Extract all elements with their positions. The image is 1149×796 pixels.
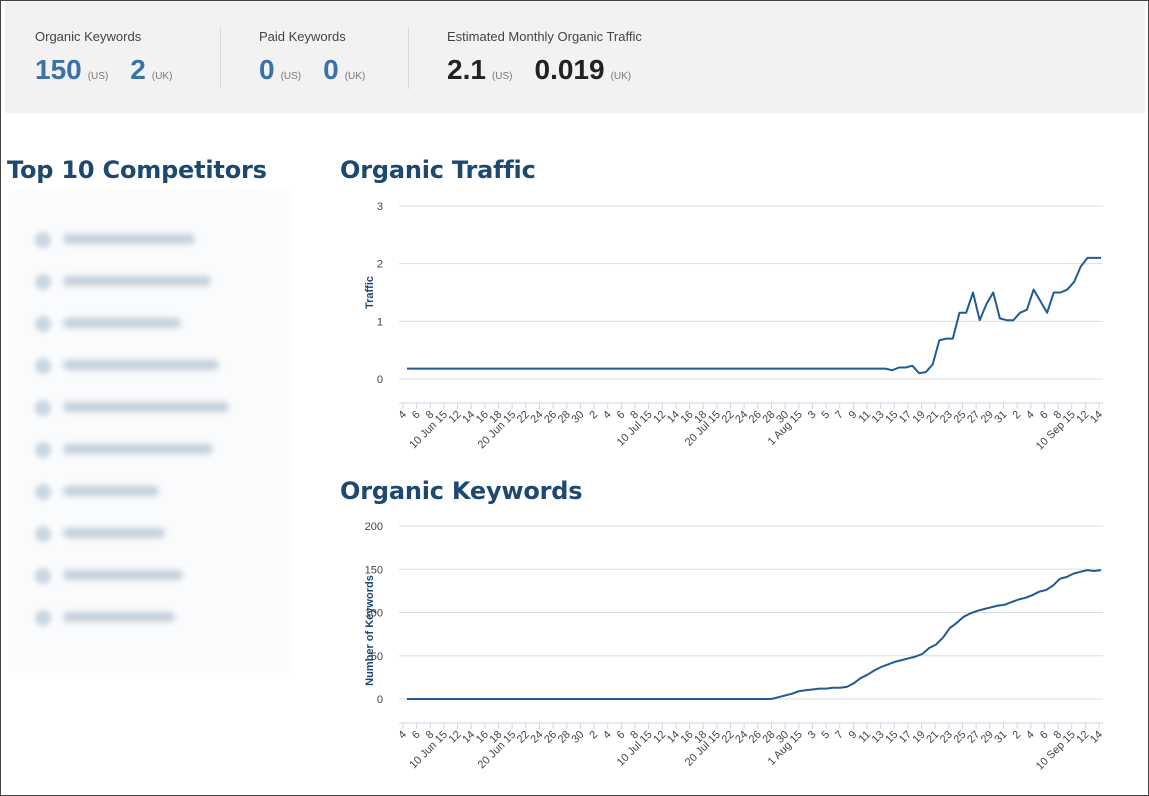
competitor-icon <box>35 358 51 374</box>
x-tick-label: 6 <box>1038 729 1051 742</box>
y-tick-label: 2 <box>377 259 383 271</box>
x-tick-label: 31 <box>992 409 1009 426</box>
y-axis-label: Number of Keywords <box>364 575 376 686</box>
y-tick-label: 50 <box>371 651 383 663</box>
competitor-item[interactable] <box>35 525 177 542</box>
organic-keywords-us-value[interactable]: 150 <box>35 54 82 85</box>
x-tick-label: 4 <box>1024 409 1037 422</box>
competitor-icon <box>35 274 51 290</box>
divider <box>408 27 409 89</box>
stat-label: Estimated Monthly Organic Traffic <box>447 29 642 44</box>
x-tick-label: 6 <box>615 409 628 422</box>
x-tick-label: 5 <box>819 729 832 742</box>
organic-traffic-uk-value: 0.019 <box>534 54 605 85</box>
stat-label: Paid Keywords <box>259 29 346 44</box>
y-tick-label: 200 <box>365 521 383 533</box>
y-tick-label: 3 <box>377 201 383 213</box>
organic-keywords-title: Organic Keywords <box>340 477 583 505</box>
x-tick-label: 7 <box>833 409 846 422</box>
x-tick-label: 2 <box>587 409 600 422</box>
y-tick-label: 1 <box>377 316 383 328</box>
competitor-item[interactable] <box>35 609 187 626</box>
x-tick-label: 6 <box>615 729 628 742</box>
competitor-item[interactable] <box>35 483 171 500</box>
competitor-name <box>63 276 211 286</box>
competitor-icon <box>35 316 51 332</box>
x-tick-label: 6 <box>1038 409 1051 422</box>
competitor-name <box>63 570 183 580</box>
competitor-item[interactable] <box>35 399 241 416</box>
x-tick-label: 14 <box>1088 409 1105 426</box>
competitor-item[interactable] <box>35 273 223 290</box>
x-tick-label: 4 <box>396 729 409 742</box>
competitor-name <box>63 360 219 370</box>
unit-label: (US) <box>87 71 109 82</box>
y-tick-label: 0 <box>377 694 383 706</box>
x-tick-label: 4 <box>601 409 614 422</box>
y-tick-label: 100 <box>365 608 383 620</box>
x-tick-label: 6 <box>410 409 423 422</box>
x-tick-label: 2 <box>587 729 600 742</box>
competitor-icon <box>35 568 51 584</box>
x-tick-label: 6 <box>410 729 423 742</box>
competitors-list <box>7 191 291 671</box>
competitor-icon <box>35 442 51 458</box>
x-tick-label: 5 <box>819 409 832 422</box>
competitor-name <box>63 444 213 454</box>
y-tick-label: 150 <box>365 564 383 576</box>
competitor-icon <box>35 400 51 416</box>
competitor-item[interactable] <box>35 315 193 332</box>
x-tick-label: 14 <box>1088 729 1105 746</box>
unit-label: (US) <box>491 71 513 82</box>
divider <box>220 27 221 89</box>
competitor-icon <box>35 232 51 248</box>
x-tick-label: 4 <box>601 729 614 742</box>
organic-traffic-us-value: 2.1 <box>447 54 486 85</box>
x-tick-label: 3 <box>806 409 819 422</box>
competitor-name <box>63 612 175 622</box>
competitor-name <box>63 234 195 244</box>
competitor-name <box>63 486 159 496</box>
x-tick-label: 4 <box>396 409 409 422</box>
competitor-item[interactable] <box>35 231 207 248</box>
stat-organic-keywords: Organic Keywords 150 (US) 2 (UK) <box>35 29 194 86</box>
competitor-item[interactable] <box>35 567 195 584</box>
x-tick-label: 7 <box>833 729 846 742</box>
organic-keywords-uk-value[interactable]: 2 <box>130 54 146 85</box>
unit-label: (UK) <box>344 71 366 82</box>
x-tick-label: 30 <box>569 729 586 746</box>
stat-organic-traffic: Estimated Monthly Organic Traffic 2.1 (US… <box>447 29 653 86</box>
competitor-name <box>63 528 165 538</box>
unit-label: (UK) <box>610 71 632 82</box>
competitor-item[interactable] <box>35 441 225 458</box>
competitors-title: Top 10 Competitors <box>7 156 267 184</box>
competitor-icon <box>35 610 51 626</box>
unit-label: (UK) <box>151 71 173 82</box>
stats-bar: Organic Keywords 150 (US) 2 (UK) Paid Keywo… <box>5 1 1145 113</box>
x-tick-label: 2 <box>1010 729 1023 742</box>
organic-traffic-title: Organic Traffic <box>340 156 536 184</box>
x-tick-label: 31 <box>992 729 1009 746</box>
y-tick-label: 0 <box>377 374 383 386</box>
stat-paid-keywords: Paid Keywords 0 (US) 0 (UK) <box>259 29 387 86</box>
competitor-name <box>63 318 181 328</box>
x-tick-label: 2 <box>1010 409 1023 422</box>
series-line <box>407 256 1101 375</box>
paid-keywords-us-value[interactable]: 0 <box>259 54 275 85</box>
unit-label: (US) <box>280 71 302 82</box>
series-line <box>407 569 1102 700</box>
x-tick-label: 30 <box>569 409 586 426</box>
competitor-item[interactable] <box>35 357 231 374</box>
y-axis-label: Traffic <box>364 276 376 309</box>
competitor-name <box>63 402 229 412</box>
paid-keywords-uk-value[interactable]: 0 <box>323 54 339 85</box>
stat-label: Organic Keywords <box>35 29 142 44</box>
competitor-icon <box>35 484 51 500</box>
x-tick-label: 3 <box>806 729 819 742</box>
x-tick-label: 4 <box>1024 729 1037 742</box>
competitor-icon <box>35 526 51 542</box>
